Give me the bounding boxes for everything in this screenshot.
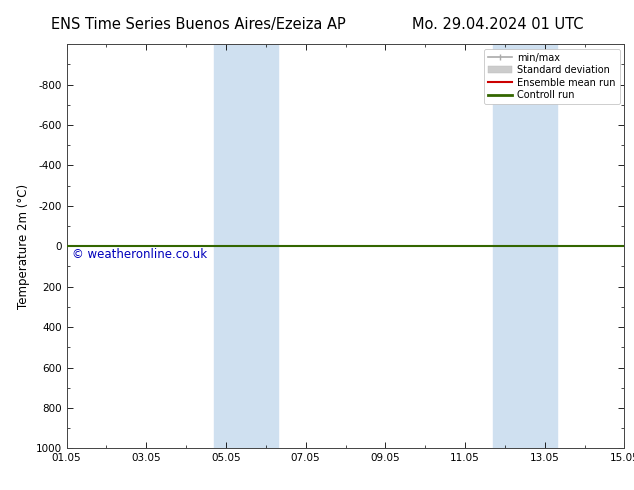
Y-axis label: Temperature 2m (°C): Temperature 2m (°C) xyxy=(17,184,30,309)
Bar xyxy=(493,44,557,448)
Bar xyxy=(214,44,278,448)
Text: ENS Time Series Buenos Aires/Ezeiza AP: ENS Time Series Buenos Aires/Ezeiza AP xyxy=(51,17,346,32)
Text: © weatheronline.co.uk: © weatheronline.co.uk xyxy=(72,248,207,261)
Legend: min/max, Standard deviation, Ensemble mean run, Controll run: min/max, Standard deviation, Ensemble me… xyxy=(484,49,619,104)
Text: Mo. 29.04.2024 01 UTC: Mo. 29.04.2024 01 UTC xyxy=(411,17,583,32)
